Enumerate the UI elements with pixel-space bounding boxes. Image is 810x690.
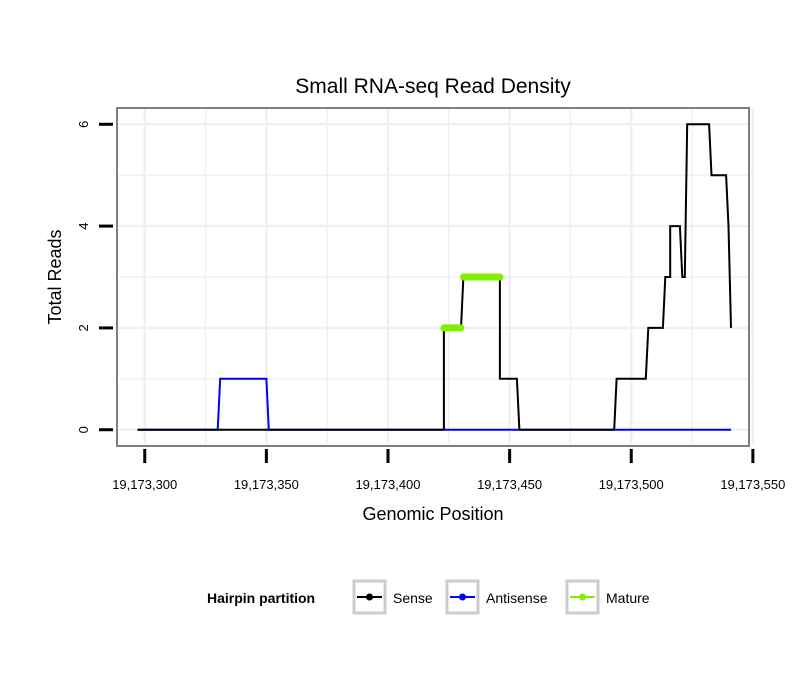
y-tick-label: 2 [76,324,91,331]
y-tick-label: 6 [76,121,91,128]
legend: Hairpin partition Sense Antisense Mature [207,579,650,615]
panel-border [116,107,750,447]
legend-key-dot [366,593,373,601]
y-axis-title: Total Reads [45,229,65,324]
legend-key-dot [459,593,466,601]
y-tick-label: 4 [76,222,91,229]
series-line-antisense [137,377,731,431]
chart-title: Small RNA-seq Read Density [295,75,571,98]
series-layer [137,123,732,431]
x-tick-label: 19,173,300 [112,477,177,492]
legend-label-sense: Sense [393,590,433,606]
legend-title: Hairpin partition [207,590,315,606]
y-axis: 0 2 4 6 [76,121,113,433]
x-tick-label: 19,173,450 [477,477,542,492]
x-axis: 19,173,300 19,173,350 19,173,400 19,173,450… [112,449,785,492]
x-tick-label: 19,173,500 [599,477,664,492]
x-tick-label: 19,173,550 [720,477,785,492]
legend-items: Sense Antisense Mature [352,579,650,615]
grid [118,109,755,445]
legend-key-dot [579,593,586,601]
legend-label-mature: Mature [606,590,650,606]
x-tick-label: 19,173,350 [234,477,299,492]
legend-label-antisense: Antisense [486,590,548,606]
x-axis-title: Genomic Position [362,504,503,524]
y-tick-label: 0 [76,426,91,433]
x-tick-label: 19,173,400 [355,477,420,492]
